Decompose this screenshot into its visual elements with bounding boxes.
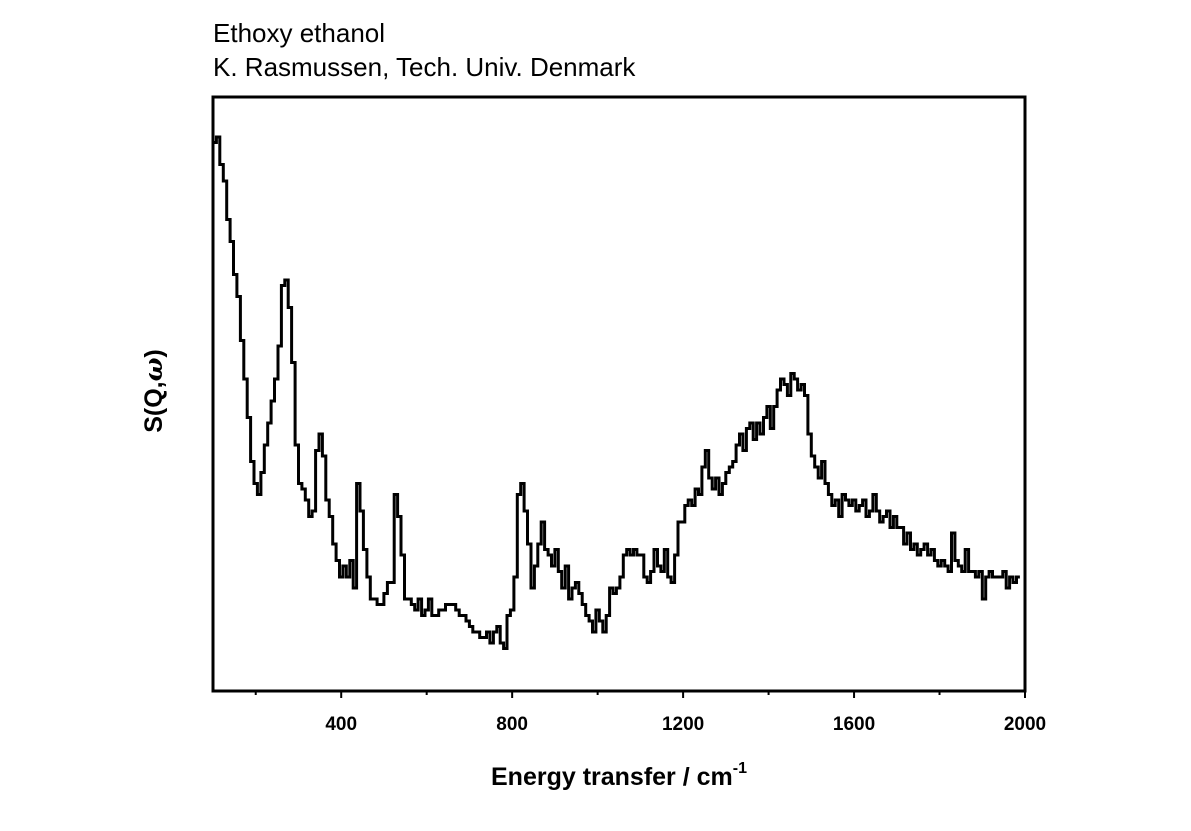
plot-frame xyxy=(211,95,1027,693)
x-tick-label-2000: 2000 xyxy=(1004,714,1046,735)
y-axis-title-prefix: S(Q, xyxy=(140,381,168,432)
spectrum-series-line xyxy=(213,135,1020,650)
y-axis-title-omega: ω xyxy=(139,357,168,381)
x-axis-tick-labels: 400 800 1200 1600 2000 xyxy=(325,714,1046,735)
x-axis-title: Energy transfer / cm-1 xyxy=(491,760,747,791)
chart-title: Ethoxy ethanol xyxy=(213,18,386,48)
y-axis-title: S(Q,ω) xyxy=(139,349,168,433)
x-tick-label-1600: 1600 xyxy=(833,714,875,735)
x-tick-label-400: 400 xyxy=(325,714,357,735)
chart-title-block: Ethoxy ethanol K. Rasmussen, Tech. Univ.… xyxy=(213,16,635,84)
x-axis-title-text: Energy transfer / cm xyxy=(491,763,733,791)
y-axis-title-suffix: ) xyxy=(140,349,168,357)
x-tick-label-1200: 1200 xyxy=(662,714,704,735)
x-tick-label-800: 800 xyxy=(496,714,528,735)
chart-subtitle: K. Rasmussen, Tech. Univ. Denmark xyxy=(213,52,636,82)
x-axis-title-superscript: -1 xyxy=(733,760,747,777)
